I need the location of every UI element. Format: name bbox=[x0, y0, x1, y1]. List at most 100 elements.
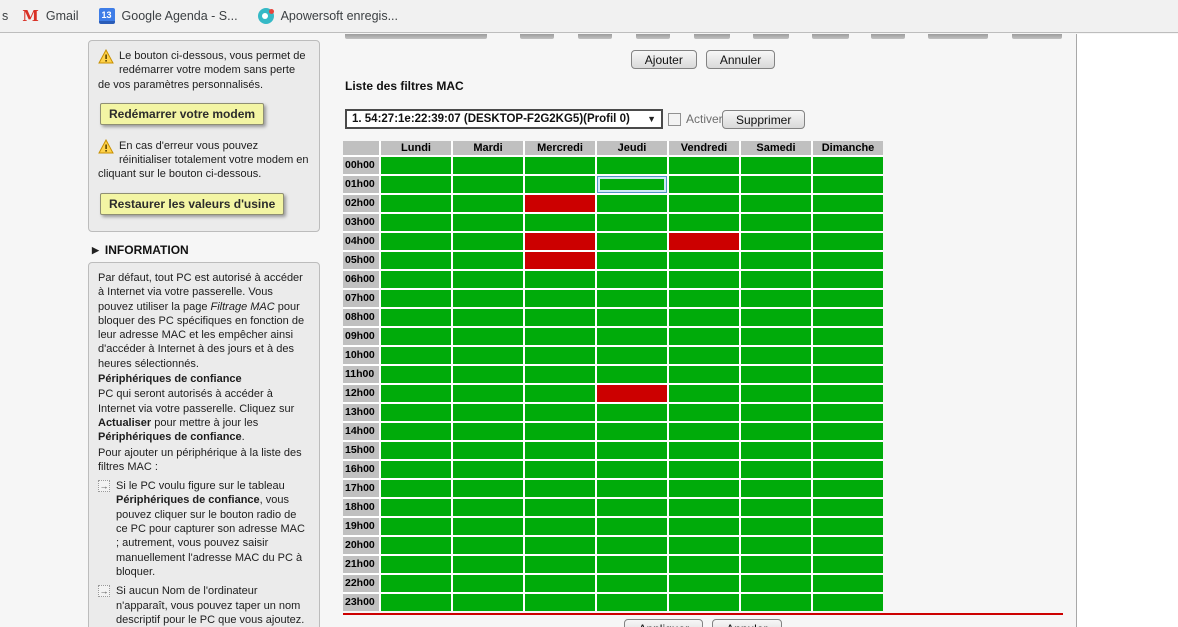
schedule-cell[interactable] bbox=[381, 366, 451, 383]
schedule-cell[interactable] bbox=[741, 594, 811, 611]
schedule-cell[interactable] bbox=[525, 556, 595, 573]
schedule-cell[interactable] bbox=[597, 195, 667, 212]
schedule-cell[interactable] bbox=[813, 575, 883, 592]
schedule-cell[interactable] bbox=[813, 176, 883, 193]
schedule-cell[interactable] bbox=[741, 271, 811, 288]
schedule-cell[interactable] bbox=[381, 252, 451, 269]
schedule-cell[interactable] bbox=[813, 423, 883, 440]
schedule-cell[interactable] bbox=[381, 537, 451, 554]
schedule-cell[interactable] bbox=[453, 271, 523, 288]
schedule-cell[interactable] bbox=[381, 518, 451, 535]
schedule-cell[interactable] bbox=[741, 575, 811, 592]
schedule-cell[interactable] bbox=[669, 252, 739, 269]
schedule-cell[interactable] bbox=[597, 518, 667, 535]
schedule-cell[interactable] bbox=[669, 499, 739, 516]
schedule-cell[interactable] bbox=[813, 290, 883, 307]
information-header[interactable]: ▶ INFORMATION bbox=[92, 243, 189, 257]
schedule-cell[interactable] bbox=[741, 290, 811, 307]
schedule-cell[interactable] bbox=[525, 366, 595, 383]
schedule-cell[interactable] bbox=[669, 385, 739, 402]
schedule-cell[interactable] bbox=[597, 404, 667, 421]
schedule-cell[interactable] bbox=[453, 518, 523, 535]
schedule-cell[interactable] bbox=[741, 404, 811, 421]
activate-checkbox[interactable] bbox=[668, 113, 681, 126]
schedule-cell[interactable] bbox=[813, 480, 883, 497]
schedule-cell[interactable] bbox=[525, 537, 595, 554]
schedule-cell[interactable] bbox=[813, 233, 883, 250]
schedule-cell[interactable] bbox=[813, 271, 883, 288]
schedule-cell[interactable] bbox=[813, 594, 883, 611]
schedule-cell[interactable] bbox=[813, 385, 883, 402]
schedule-cell[interactable] bbox=[813, 252, 883, 269]
schedule-cell[interactable] bbox=[381, 176, 451, 193]
schedule-cell[interactable] bbox=[741, 214, 811, 231]
schedule-cell[interactable] bbox=[381, 556, 451, 573]
schedule-cell[interactable] bbox=[669, 290, 739, 307]
schedule-cell[interactable] bbox=[669, 594, 739, 611]
schedule-cell[interactable] bbox=[597, 157, 667, 174]
schedule-cell[interactable] bbox=[597, 252, 667, 269]
schedule-cell[interactable] bbox=[741, 423, 811, 440]
factory-reset-button[interactable]: Restaurer les valeurs d'usine bbox=[100, 192, 285, 215]
schedule-cell[interactable] bbox=[381, 575, 451, 592]
schedule-cell[interactable] bbox=[525, 195, 595, 212]
schedule-cell[interactable] bbox=[669, 518, 739, 535]
schedule-cell[interactable] bbox=[813, 461, 883, 478]
schedule-cell[interactable] bbox=[381, 157, 451, 174]
schedule-cell[interactable] bbox=[741, 537, 811, 554]
schedule-cell[interactable] bbox=[597, 328, 667, 345]
bookmark-google-agenda[interactable]: 13 Google Agenda - S... bbox=[89, 0, 248, 32]
schedule-cell[interactable] bbox=[597, 556, 667, 573]
schedule-cell[interactable] bbox=[813, 556, 883, 573]
schedule-cell[interactable] bbox=[453, 328, 523, 345]
schedule-cell[interactable] bbox=[669, 271, 739, 288]
schedule-cell[interactable] bbox=[381, 404, 451, 421]
schedule-cell[interactable] bbox=[813, 518, 883, 535]
schedule-cell[interactable] bbox=[741, 385, 811, 402]
schedule-cell[interactable] bbox=[669, 537, 739, 554]
schedule-cell[interactable] bbox=[597, 290, 667, 307]
add-button[interactable]: Ajouter bbox=[630, 50, 697, 69]
schedule-cell[interactable] bbox=[669, 575, 739, 592]
schedule-cell[interactable] bbox=[525, 252, 595, 269]
schedule-cell[interactable] bbox=[525, 404, 595, 421]
schedule-cell[interactable] bbox=[813, 328, 883, 345]
schedule-cell[interactable] bbox=[381, 233, 451, 250]
schedule-cell[interactable] bbox=[453, 176, 523, 193]
schedule-cell[interactable] bbox=[381, 499, 451, 516]
schedule-cell[interactable] bbox=[597, 309, 667, 326]
schedule-cell[interactable] bbox=[813, 214, 883, 231]
schedule-cell[interactable] bbox=[669, 442, 739, 459]
schedule-cell[interactable] bbox=[669, 157, 739, 174]
schedule-cell[interactable] bbox=[525, 594, 595, 611]
schedule-cell[interactable] bbox=[669, 404, 739, 421]
schedule-cell[interactable] bbox=[453, 252, 523, 269]
schedule-cell[interactable] bbox=[453, 233, 523, 250]
schedule-cell[interactable] bbox=[741, 499, 811, 516]
schedule-cell[interactable] bbox=[669, 309, 739, 326]
schedule-cell[interactable] bbox=[813, 366, 883, 383]
schedule-cell[interactable] bbox=[813, 499, 883, 516]
cancel-button-top[interactable]: Annuler bbox=[705, 50, 776, 69]
schedule-cell[interactable] bbox=[453, 157, 523, 174]
schedule-cell[interactable] bbox=[597, 366, 667, 383]
schedule-cell[interactable] bbox=[381, 385, 451, 402]
schedule-cell[interactable] bbox=[669, 556, 739, 573]
schedule-cell[interactable] bbox=[381, 423, 451, 440]
schedule-cell[interactable] bbox=[453, 195, 523, 212]
schedule-cell[interactable] bbox=[669, 366, 739, 383]
schedule-cell[interactable] bbox=[813, 347, 883, 364]
schedule-cell[interactable] bbox=[525, 347, 595, 364]
schedule-cell[interactable] bbox=[741, 556, 811, 573]
schedule-cell[interactable] bbox=[741, 157, 811, 174]
schedule-cell[interactable] bbox=[669, 423, 739, 440]
schedule-cell[interactable] bbox=[597, 214, 667, 231]
schedule-cell[interactable] bbox=[813, 537, 883, 554]
schedule-cell[interactable] bbox=[453, 347, 523, 364]
schedule-cell[interactable] bbox=[597, 461, 667, 478]
schedule-cell[interactable] bbox=[669, 233, 739, 250]
schedule-cell[interactable] bbox=[813, 157, 883, 174]
schedule-cell[interactable] bbox=[741, 252, 811, 269]
schedule-cell[interactable] bbox=[381, 309, 451, 326]
schedule-cell[interactable] bbox=[525, 442, 595, 459]
